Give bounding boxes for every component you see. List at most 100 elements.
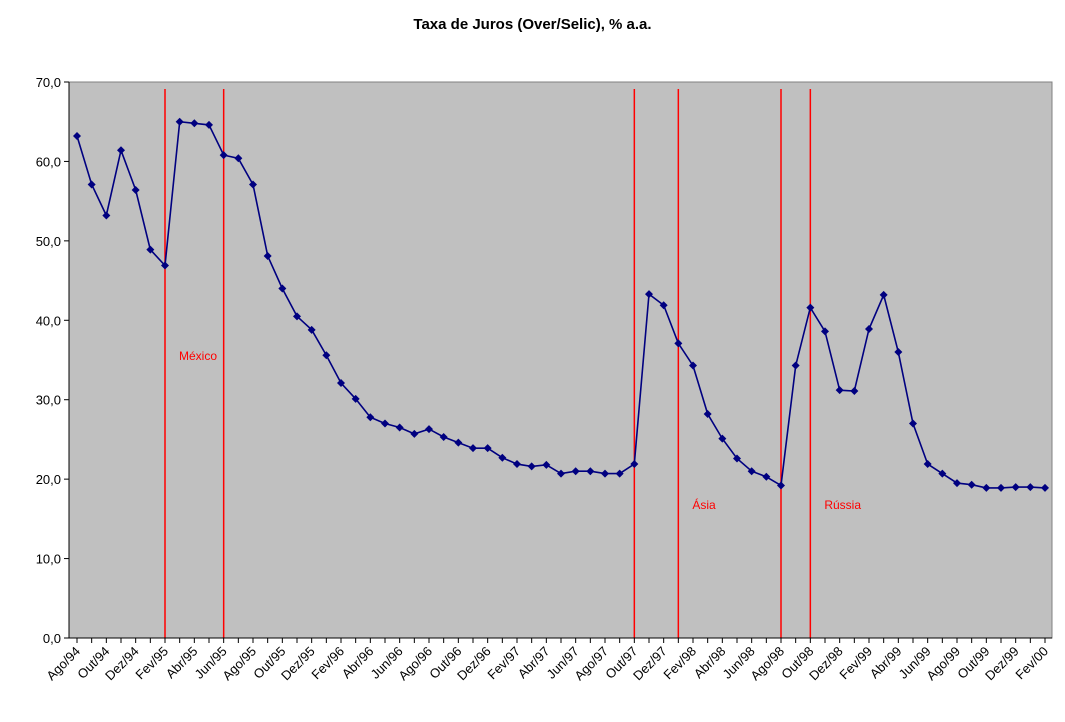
event-label: Ásia — [692, 497, 716, 512]
data-point — [293, 312, 301, 321]
data-point — [117, 146, 125, 155]
x-tick-label: Ago/94 — [43, 644, 83, 684]
data-point — [1041, 483, 1049, 492]
data-point — [865, 325, 873, 334]
data-point — [747, 467, 756, 476]
x-axis: Ago/94Out/94Dez/94Fev/95Abr/95Jun/95Ago/… — [43, 637, 1052, 684]
data-point — [674, 339, 683, 348]
data-point — [542, 460, 551, 469]
data-point — [659, 301, 668, 310]
data-point — [263, 251, 272, 260]
data-point — [982, 483, 991, 492]
data-point — [1026, 483, 1035, 492]
data-point — [395, 423, 404, 432]
event-lines: México Ásia Rússia — [164, 89, 861, 638]
x-tick-label: Fev/00 — [1012, 644, 1051, 683]
data-point — [689, 361, 697, 370]
event-label: México — [179, 349, 217, 363]
data-point — [615, 469, 624, 478]
x-tick-label: Dez/95 — [278, 644, 318, 684]
data-point — [645, 290, 653, 299]
data-point — [630, 460, 639, 469]
data-point — [131, 186, 140, 195]
series-layer — [73, 117, 1049, 492]
data-point — [73, 132, 81, 141]
x-tick-label: Fev/99 — [836, 644, 875, 683]
data-point — [483, 444, 492, 453]
data-point — [337, 379, 345, 388]
data-point — [835, 386, 844, 395]
y-tick-label: 50,0 — [36, 234, 61, 249]
data-point — [557, 469, 565, 478]
data-point — [381, 419, 389, 428]
data-point — [351, 394, 360, 403]
event-label: Rússia — [824, 498, 861, 512]
data-point — [205, 120, 213, 129]
data-point — [146, 245, 155, 254]
data-point — [498, 453, 507, 462]
x-tick-label: Ago/97 — [571, 644, 611, 684]
data-point — [527, 462, 536, 471]
y-tick-label: 70,0 — [36, 75, 61, 90]
x-tick-label: Ago/99 — [923, 644, 963, 684]
data-point — [102, 211, 111, 220]
data-point — [777, 481, 785, 490]
y-tick-label: 60,0 — [36, 154, 61, 169]
data-point — [410, 429, 419, 438]
data-point — [307, 325, 316, 334]
data-point — [791, 361, 800, 370]
data-point — [923, 460, 932, 469]
plot-area — [68, 81, 1053, 639]
data-point — [454, 438, 463, 447]
data-point — [997, 483, 1005, 492]
data-point — [278, 284, 287, 293]
y-tick-label: 40,0 — [36, 313, 61, 328]
y-tick-label: 30,0 — [36, 393, 61, 408]
data-point — [161, 261, 169, 270]
data-point — [586, 467, 595, 476]
data-point — [469, 444, 477, 453]
y-tick-label: 0,0 — [43, 631, 61, 646]
data-point — [703, 410, 712, 419]
data-point — [366, 413, 375, 422]
chart-title: Taxa de Juros (Over/Selic), % a.a. — [413, 16, 652, 33]
data-point — [806, 303, 815, 312]
x-tick-label: Dez/94 — [102, 644, 142, 684]
x-tick-label: Ago/96 — [395, 644, 435, 684]
x-tick-label: Fev/98 — [660, 644, 699, 683]
x-tick-label: Ago/95 — [219, 644, 259, 684]
data-point — [938, 469, 947, 478]
data-point — [322, 351, 331, 360]
data-point — [571, 467, 580, 476]
data-point — [733, 454, 741, 463]
data-point — [718, 434, 727, 443]
data-point — [425, 425, 433, 434]
data-point — [219, 151, 228, 160]
data-point — [762, 472, 771, 481]
x-tick-label: Dez/97 — [630, 644, 670, 684]
data-point — [513, 460, 521, 469]
data-point — [821, 327, 829, 336]
data-point — [879, 290, 888, 299]
x-tick-label: Dez/96 — [454, 644, 494, 684]
data-point — [894, 348, 903, 357]
x-tick-label: Fev/97 — [484, 644, 523, 683]
data-point — [190, 119, 199, 128]
data-point — [175, 117, 184, 126]
y-axis: 0,0 10,0 20,0 30,0 40,0 50,0 60,0 70,0 — [36, 75, 70, 646]
data-point — [953, 479, 961, 488]
data-point — [909, 419, 917, 428]
y-tick-label: 10,0 — [36, 552, 61, 567]
x-tick-label: Dez/99 — [982, 644, 1022, 684]
data-point — [850, 386, 859, 395]
x-tick-label: Ago/98 — [747, 644, 787, 684]
data-point — [601, 469, 609, 478]
data-point — [87, 180, 96, 189]
data-point — [234, 154, 243, 163]
x-tick-label: Fev/95 — [132, 644, 171, 683]
data-point — [439, 433, 448, 442]
x-tick-label: Fev/96 — [308, 644, 347, 683]
data-point — [967, 480, 976, 489]
x-tick-label: Dez/98 — [806, 644, 846, 684]
